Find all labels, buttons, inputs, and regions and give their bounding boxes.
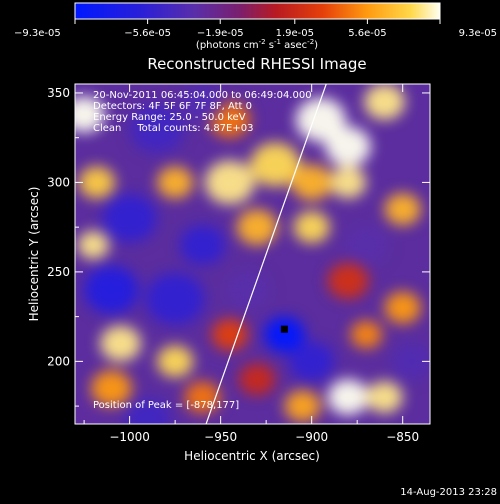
heatmap-blob-10 [100,325,141,362]
heatmap-blob-37 [238,363,276,396]
heatmap-blob-27 [293,211,330,244]
heatmap-blob-3 [102,194,157,243]
plot-frame [74,83,431,425]
heatmap-blob-29 [384,193,421,226]
y-axis: 200 250 300 350 [47,86,430,407]
heatmap-blob-0 [75,96,105,133]
heatmap-blob-2 [77,231,110,260]
heatmap-blob-5 [156,166,194,199]
heatmap-blob-22 [295,97,346,142]
y-tick-label-1: 250 [47,265,70,279]
heatmap-blob-8 [84,265,139,314]
colorbar-unit: (photons cm-2 s-1 asec-2) [196,38,318,51]
heatmap-blob-9 [145,272,205,325]
heatmap-field [75,84,430,424]
footer-timestamp: 14-Aug-2013 23:28 [400,487,497,498]
colorbar-ticks: −9.3e-05 −5.6e-05 −1.9e-05 1.9e-05 5.6e-05 9.… [14,19,497,39]
colorbar-tick-label-2: −1.9e-05 [197,28,244,39]
heatmap-blob-7 [181,84,223,120]
heatmap-blob-16 [225,269,271,310]
heatmap-blob-14 [184,381,221,414]
heatmap-blob-18 [288,341,335,382]
annotation-counts: Clean Total counts: 4.87E+03 [93,123,253,134]
colorbar-tick-label-0: −9.3e-05 [14,28,61,39]
heatmap-blob-17 [263,316,305,353]
colorbar-tick-label-3: 1.9e-05 [276,28,314,39]
heatmap-blob-28 [343,225,390,266]
annotation-detectors: Detectors: 4F 5F 6F 7F 8F, Att 0 [93,101,252,112]
heatmap-blob-23 [325,126,371,167]
chart-title: Reconstructed RHESSI Image [147,55,366,73]
heatmap-blob-32 [350,320,383,349]
x-tick-label-1: −950 [204,430,237,444]
heatmap-blob-24 [364,84,405,120]
x-tick-label-0: −1000 [109,430,150,444]
heatmap-blob-34 [366,381,403,414]
heatmap-blob-19 [236,209,278,246]
heatmap-blob-33 [327,379,369,416]
heatmap-blob-26 [329,166,367,199]
annotation-energy: Energy Range: 25.0 - 50.0 keV [93,112,246,123]
colorbar-tick-label-1: −5.6e-05 [124,28,171,39]
annotation-block: 20-Nov-2011 06:45:04.000 to 06:49:04.000… [93,90,312,411]
heatmap-blob-11 [156,345,194,378]
y-tick-label-3: 350 [47,86,70,100]
colorbar-tick-label-5: 9.3e-05 [459,28,497,39]
x-tick-label-2: −900 [295,430,328,444]
y-axis-label: Heliocentric Y (arcsec) [27,187,41,322]
heatmap-blob-20 [204,160,255,205]
heatmap-blob-25 [291,164,333,201]
heatmap-blob-38 [179,225,226,266]
heatmap-blob-21 [250,142,301,187]
heatmap-blob-15 [211,318,248,351]
colorbar [74,2,441,20]
colorbar-tick-label-4: 5.6e-05 [348,28,386,39]
peak-marker [280,325,288,333]
heatmap-blob-13 [125,398,171,424]
heatmap-blob-35 [284,390,321,423]
peak-label: Position of Peak = [-878,177] [93,400,239,411]
heatmap-blob-36 [391,343,430,380]
heatmap-blob-12 [90,370,132,407]
solar-limb-line [205,84,327,424]
heatmap-blob-39 [75,397,105,424]
plot-area [75,84,430,424]
x-axis: −1000 −950 −900 −850 [83,84,419,444]
heatmap-blob-31 [327,262,369,299]
annotation-time: 20-Nov-2011 06:45:04.000 to 06:49:04.000 [93,90,312,101]
y-tick-label-2: 300 [47,175,70,189]
x-tick-label-3: −850 [386,430,419,444]
heatmap-blob-30 [384,291,421,324]
heatmap-blob-4 [129,104,185,153]
x-axis-label: Heliocentric X (arcsec) [184,449,320,463]
heatmap-blob-1 [78,166,116,199]
y-tick-label-0: 200 [47,354,70,368]
